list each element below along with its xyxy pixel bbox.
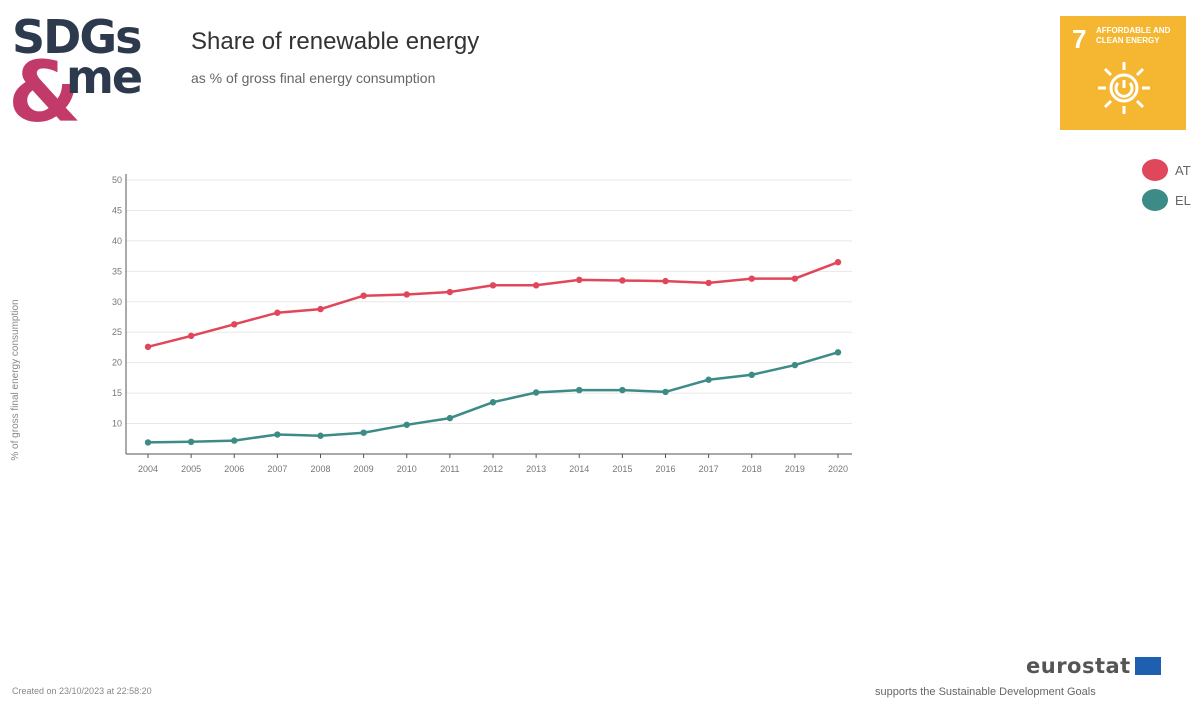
data-point-at — [619, 277, 626, 284]
data-point-at — [576, 276, 583, 284]
y-tick-label: 25 — [112, 327, 122, 337]
x-tick-label: 2020 — [828, 464, 848, 474]
sdg-tagline: supports the Sustainable Development Goa… — [875, 686, 1096, 698]
x-tick-label: 2014 — [569, 464, 589, 474]
x-tick-label: 2012 — [483, 464, 503, 474]
data-point-el — [576, 386, 583, 394]
legend-label-at: AT — [1175, 162, 1191, 178]
x-tick-label: 2004 — [138, 464, 158, 474]
data-point-el — [791, 361, 799, 369]
legend-marker-el — [1142, 189, 1168, 211]
series-line-at — [147, 261, 839, 349]
y-tick-label: 45 — [112, 205, 122, 215]
data-point-at — [532, 282, 540, 289]
chart-title: Share of renewable energy — [191, 28, 480, 55]
chart-subtitle: as % of gross final energy consumption — [191, 70, 436, 86]
data-point-at — [144, 343, 152, 351]
data-point-at — [748, 275, 755, 282]
x-tick-label: 2015 — [612, 464, 632, 474]
data-point-el — [231, 437, 238, 444]
y-tick-label: 10 — [112, 419, 122, 429]
x-tick-label: 2019 — [785, 464, 805, 474]
eurostat-brand: eurostat — [1026, 654, 1131, 678]
data-point-el — [446, 414, 454, 422]
data-point-el — [187, 438, 195, 446]
data-point-at — [274, 309, 281, 316]
legend-label-el: EL — [1175, 192, 1191, 208]
data-point-el — [403, 421, 410, 428]
x-tick-label: 2017 — [699, 464, 719, 474]
logo-ampersand: & — [8, 43, 82, 141]
data-point-el — [705, 376, 712, 383]
data-point-at — [446, 288, 454, 296]
legend-item-el[interactable]: EL — [1142, 185, 1191, 215]
x-tick-label: 2007 — [267, 464, 287, 474]
x-tick-label: 2011 — [440, 464, 459, 474]
created-timestamp: Created on 23/10/2023 at 22:58:20 — [12, 686, 152, 696]
data-point-el — [317, 432, 324, 439]
data-point-at — [489, 282, 497, 289]
y-tick-label: 20 — [112, 358, 122, 368]
data-point-el — [662, 388, 669, 396]
x-tick-label: 2006 — [224, 464, 244, 474]
x-tick-label: 2009 — [354, 464, 374, 474]
data-point-at — [403, 291, 410, 298]
data-point-at — [231, 321, 238, 328]
sdgs-me-logo: SDGs & me — [8, 14, 168, 140]
goal-number: 7 — [1072, 24, 1087, 54]
x-tick-label: 2016 — [655, 464, 675, 474]
line-chart: 10 15 20 25 30 35 40 45 50 2004 2005 2006 2007 2008 20… — [112, 174, 852, 474]
data-point-at — [791, 275, 799, 282]
x-tick-label: 2005 — [181, 464, 201, 474]
eu-flag-icon — [1134, 657, 1161, 675]
goal-label: Affordable and clean energy — [1096, 26, 1171, 45]
sdg-goal-badge: 7 Affordable and clean energy — [1060, 16, 1186, 130]
data-point-at — [187, 332, 195, 340]
eurostat-logo: eurostat — [1026, 654, 1161, 678]
x-tick-label: 2010 — [397, 464, 417, 474]
y-tick-label: 40 — [112, 236, 122, 246]
logo-me-text: me — [66, 50, 143, 104]
data-point-at — [360, 292, 367, 299]
legend-marker-at — [1142, 159, 1168, 181]
data-point-el — [144, 439, 152, 446]
x-tick-label: 2008 — [310, 464, 330, 474]
logo-sdgs-text: SDGs — [12, 10, 142, 64]
legend: AT EL — [1142, 155, 1191, 215]
x-tick-label: 2018 — [742, 464, 762, 474]
y-tick-label: 35 — [112, 266, 122, 276]
data-point-at — [662, 277, 669, 285]
legend-item-at[interactable]: AT — [1142, 155, 1191, 185]
y-tick-label: 15 — [112, 388, 122, 398]
data-point-at — [317, 305, 324, 313]
sun-power-icon — [1098, 62, 1150, 114]
data-point-el — [532, 389, 540, 396]
x-tick-label: 2013 — [526, 464, 546, 474]
data-point-el — [748, 371, 755, 379]
data-point-at — [705, 279, 712, 287]
y-tick-label: 50 — [112, 175, 122, 185]
data-point-el — [360, 429, 367, 436]
data-point-el — [619, 386, 626, 394]
data-point-el — [274, 431, 281, 438]
data-point-el — [489, 399, 497, 406]
y-tick-label: 30 — [112, 297, 122, 307]
data-point-el — [834, 349, 842, 356]
data-point-at — [834, 259, 842, 266]
series-line-el — [147, 351, 839, 444]
